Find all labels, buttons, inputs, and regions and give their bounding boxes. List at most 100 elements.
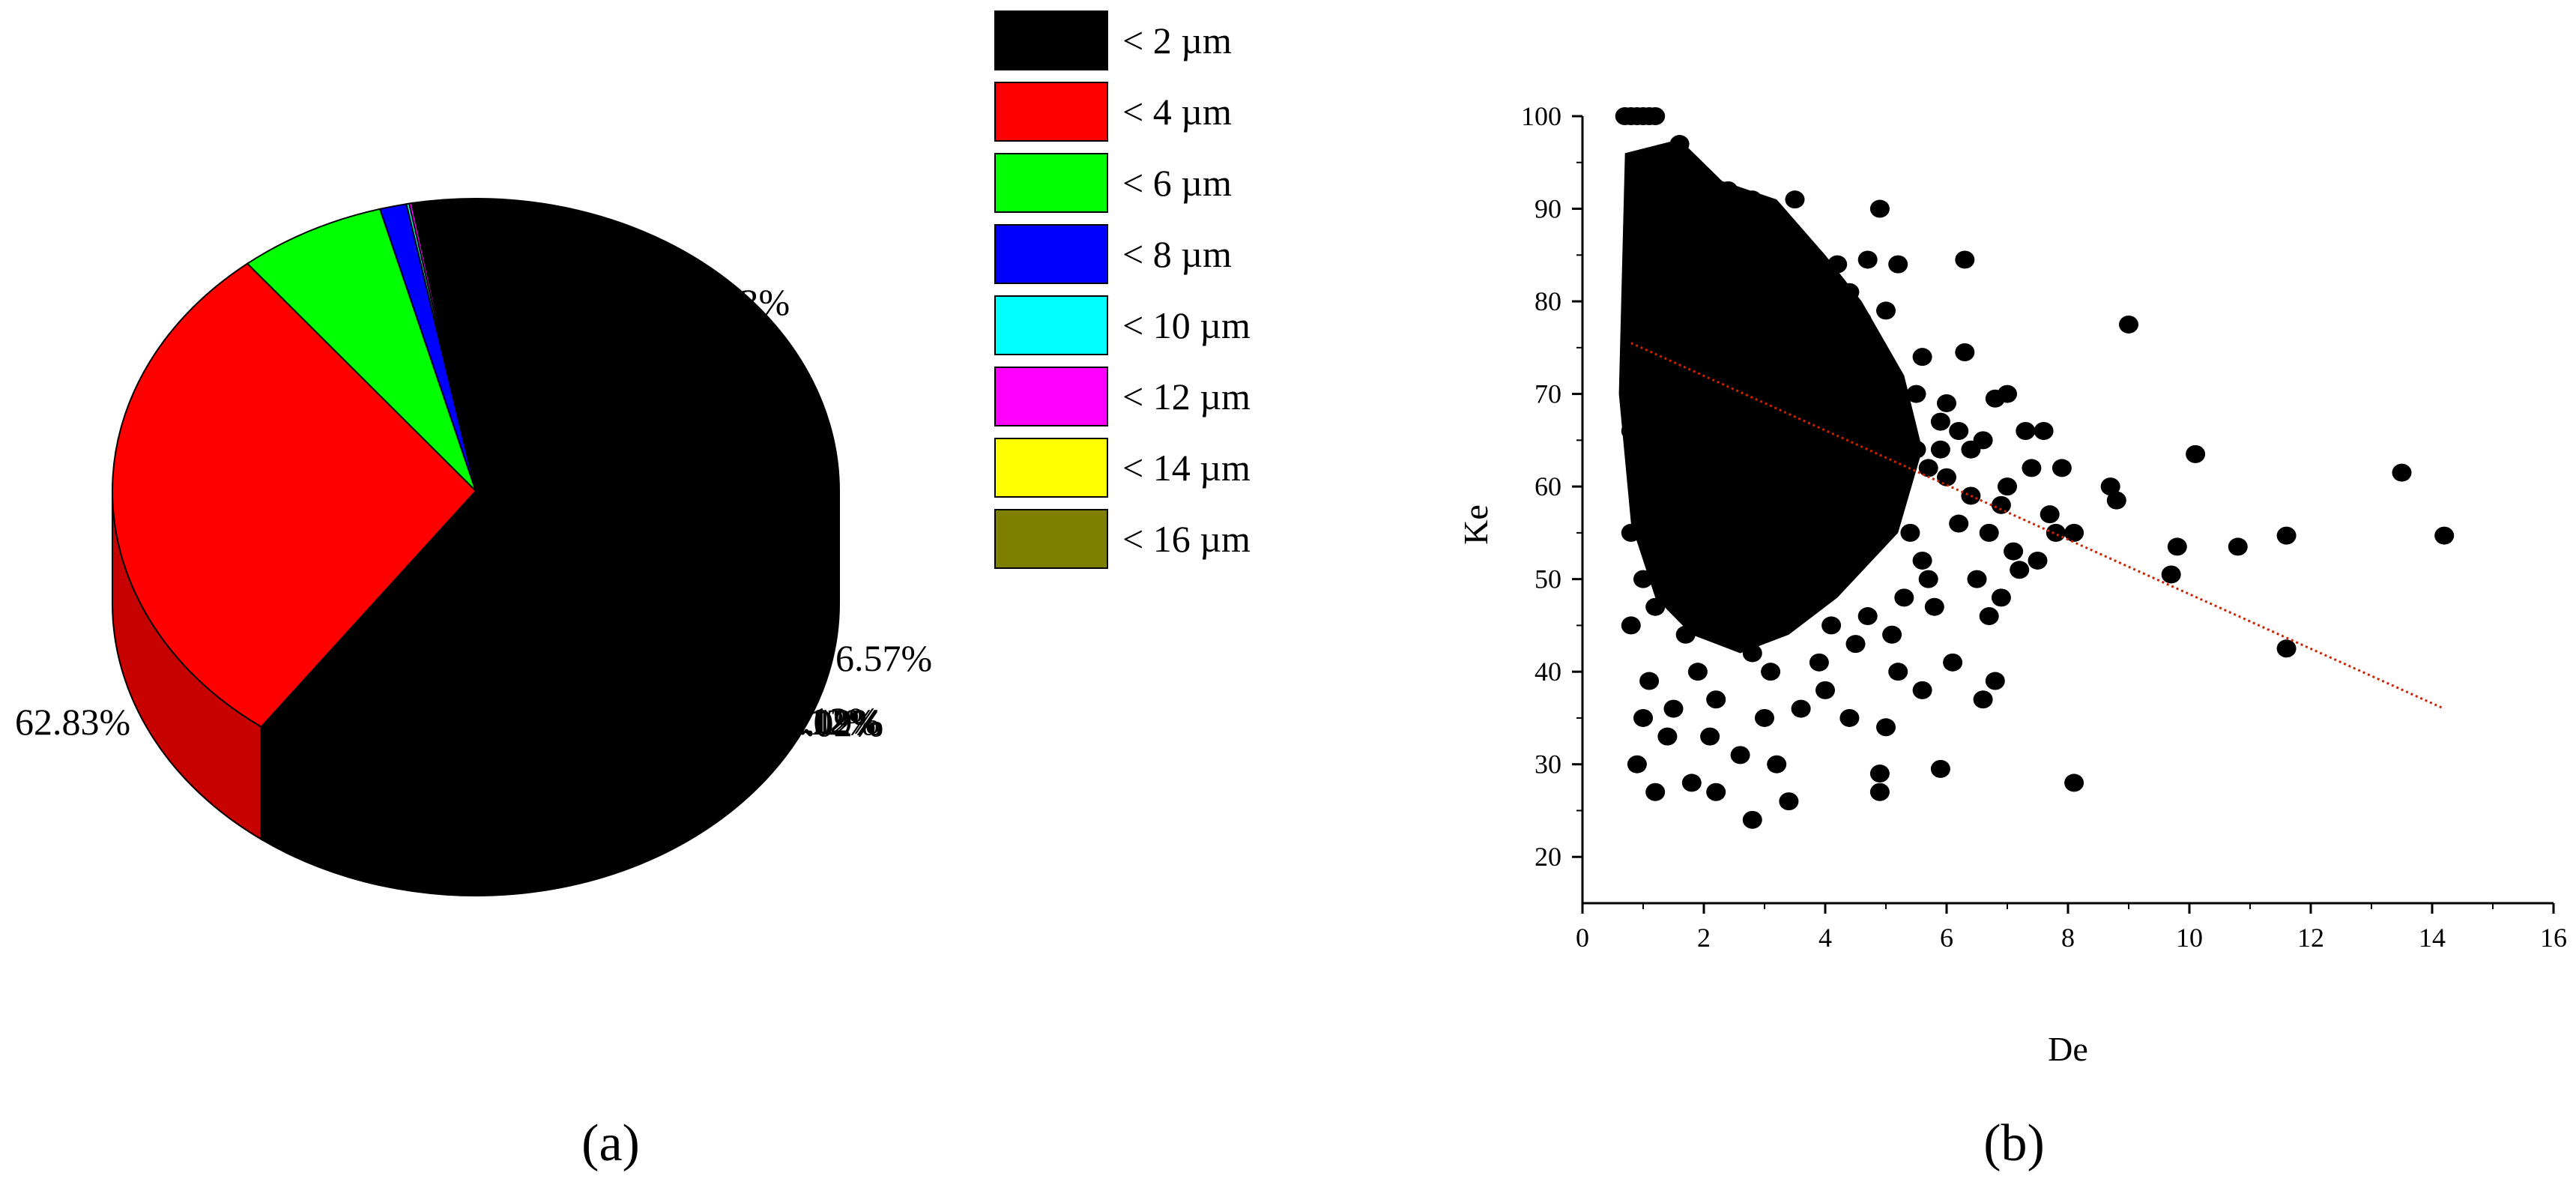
legend-label-1: < 4 µm <box>1122 91 1232 133</box>
scatter-point-45 <box>1930 440 1950 459</box>
y-tick-label-8: 100 <box>1521 101 1561 131</box>
scatter-point-36 <box>1906 385 1926 403</box>
y-tick-label-2: 40 <box>1535 657 1561 687</box>
scatter-point-105 <box>1869 765 1890 783</box>
scatter-point-169 <box>1730 301 1750 320</box>
pie-data-label-4: 0.12% <box>779 701 876 743</box>
scatter-point-131 <box>1912 551 1932 570</box>
scatter-point-48 <box>2034 422 2054 440</box>
scatter-point-165 <box>1882 625 1902 644</box>
pie-slice-7 <box>411 202 477 492</box>
legend-swatch-3 <box>994 224 1108 284</box>
pie-data-label-7: 0.02% <box>785 701 882 743</box>
legend-swatch-7 <box>994 509 1108 569</box>
y-tick-label-4: 60 <box>1535 471 1561 501</box>
scatter-point-115 <box>1755 218 1774 237</box>
y-axis-label: Ke <box>1457 504 1495 545</box>
scatter-point-15 <box>1755 236 1774 255</box>
scatter-point-161 <box>1998 477 2017 496</box>
y-tick-label-0: 20 <box>1535 842 1561 872</box>
x-tick-label-1: 2 <box>1697 923 1711 953</box>
scatter-point-94 <box>1943 653 1963 672</box>
scatter-point-103 <box>1730 746 1750 765</box>
scatter-point-31 <box>1955 343 1975 361</box>
scatter-point-56 <box>1991 495 2011 514</box>
scatter-point-11 <box>1785 190 1805 209</box>
scatter-point-144 <box>1863 393 1884 412</box>
scatter-point-167 <box>1651 274 1672 292</box>
scatter-point-107 <box>2064 774 2084 792</box>
scatter-point-112 <box>1869 783 1890 801</box>
scatter-point-40 <box>1639 385 1660 403</box>
scatter-point-25 <box>2119 315 2138 334</box>
scatter-point-63 <box>1748 495 1768 514</box>
scatter-point-21 <box>1724 274 1744 292</box>
scatter-point-108 <box>1627 755 1647 774</box>
scatter-point-86 <box>1924 597 1944 616</box>
scatter-point-111 <box>1779 792 1799 811</box>
scatter-point-177 <box>1815 681 1835 699</box>
legend-swatch-0 <box>994 10 1108 70</box>
scatter-point-129 <box>1937 468 1956 486</box>
scatter-point-90 <box>1675 625 1696 644</box>
pie-data-label-5: 0.12% <box>783 699 880 741</box>
scatter-point-65 <box>1900 523 1920 542</box>
scatter-point-33 <box>1736 366 1756 385</box>
y-tick-label-7: 90 <box>1535 194 1561 224</box>
scatter-point-160 <box>1949 422 1969 440</box>
scatter-point-67 <box>2040 505 2060 524</box>
y-tick-label-3: 50 <box>1535 564 1561 594</box>
scatter-point-142 <box>1803 440 1823 459</box>
scatter-point-136 <box>1675 236 1696 255</box>
scatter-point-162 <box>1669 561 1690 579</box>
pie-data-label-6: 0.02% <box>787 702 883 744</box>
scatter-point-68 <box>2064 523 2084 542</box>
scatter-point-75 <box>1773 551 1793 570</box>
scatter-point-20 <box>1633 274 1653 292</box>
scatter-point-99 <box>1839 708 1860 727</box>
scatter-point-49 <box>2186 444 2206 463</box>
scatter-point-171 <box>1839 431 1860 450</box>
scatter-point-158 <box>1851 310 1872 329</box>
scatter-point-117 <box>1712 329 1732 348</box>
scatter-point-153 <box>1639 477 1660 496</box>
pie-slice-2 <box>246 208 477 492</box>
scatter-point-118 <box>1669 376 1690 394</box>
scatter-point-125 <box>1821 616 1842 635</box>
scatter-point-122 <box>1657 505 1678 524</box>
scatter-point-39 <box>1998 385 2017 403</box>
y-tick-label-1: 30 <box>1535 750 1561 780</box>
scatter-point-119 <box>1809 403 1829 422</box>
legend-label-3: < 8 µm <box>1122 233 1232 275</box>
scatter-point-16 <box>1827 255 1848 274</box>
scatter-point-148 <box>1894 588 1914 607</box>
scatter-point-57 <box>2022 459 2042 477</box>
scatter-point-159 <box>1918 459 1938 477</box>
scatter-point-151 <box>1827 551 1848 570</box>
scatter-point-154 <box>1779 486 1799 505</box>
scatter-point-73 <box>1621 523 1641 542</box>
scatter-point-175 <box>1633 708 1653 727</box>
x-tick-label-8: 16 <box>2540 923 2567 953</box>
scatter-point-124 <box>1712 570 1732 588</box>
subplot-label-a: (a) <box>581 1115 640 1172</box>
scatter-point-84 <box>1785 597 1805 616</box>
scatter-point-10 <box>1742 190 1762 209</box>
x-tick-label-5: 10 <box>2176 923 2203 953</box>
scatter-points <box>1615 107 2455 829</box>
scatter-point-71 <box>2276 526 2297 545</box>
scatter-point-6 <box>1669 135 1690 154</box>
pie-slice-1 <box>112 262 477 729</box>
legend-label-4: < 10 µm <box>1122 304 1251 346</box>
scatter-point-126 <box>1687 663 1708 681</box>
scatter-point-166 <box>1621 422 1641 440</box>
scatter-point-173 <box>1979 523 1999 542</box>
scatter-point-43 <box>1845 412 1866 431</box>
scatter-point-9 <box>1718 181 1738 199</box>
scatter-point-138 <box>1651 320 1672 339</box>
legend-label-7: < 16 µm <box>1122 518 1251 560</box>
pie-tops <box>112 198 840 784</box>
scatter-point-135 <box>1815 348 1835 367</box>
scatter-point-72 <box>2434 526 2455 545</box>
scatter-point-174 <box>2046 523 2066 542</box>
